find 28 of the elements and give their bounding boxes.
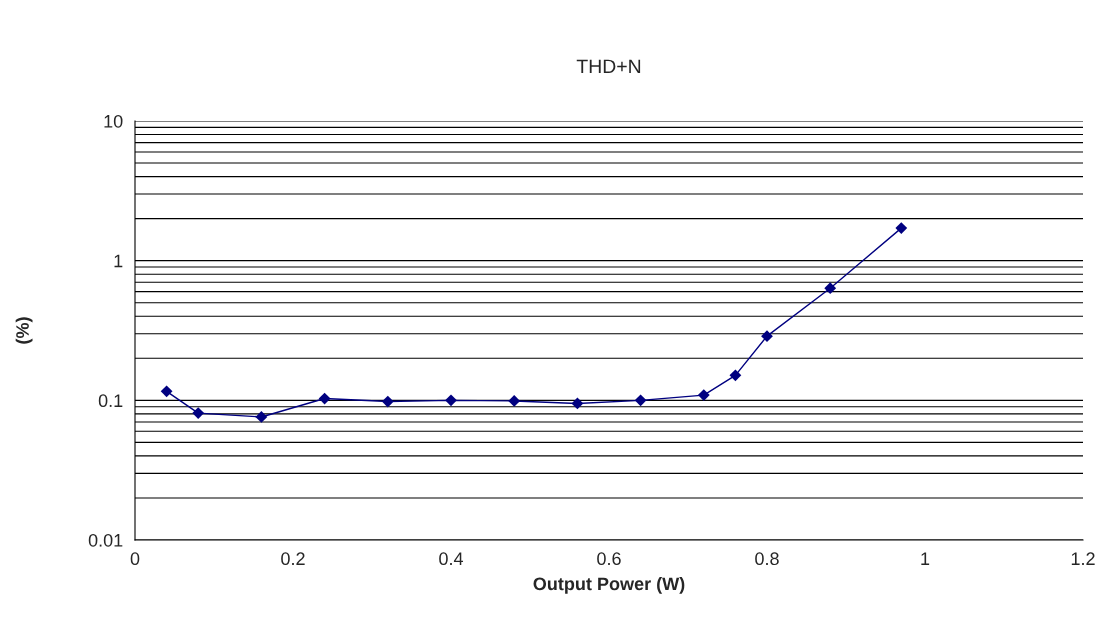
point — [318, 392, 331, 405]
point — [824, 282, 837, 295]
point — [160, 385, 173, 398]
chart-title: THD+N — [576, 59, 641, 74]
point — [381, 395, 394, 408]
point — [895, 222, 908, 235]
x-tick-label: 0.6 — [597, 552, 621, 566]
y-tick-label: 10 — [104, 114, 123, 128]
x-axis-title: Output Power (W) — [533, 576, 685, 594]
x-tick-label: 0 — [130, 552, 140, 566]
y-tick-label: 0.01 — [88, 533, 123, 547]
y-axis-title: (%) — [15, 317, 33, 344]
point — [571, 397, 584, 410]
x-tick-label: 0.4 — [439, 552, 464, 566]
x-tick-label: 1.2 — [1071, 552, 1095, 565]
point — [729, 369, 742, 382]
point — [697, 389, 710, 401]
point — [508, 395, 521, 407]
point — [255, 411, 268, 423]
point — [634, 394, 647, 407]
x-tick-label: 0.8 — [755, 552, 779, 566]
point — [192, 407, 205, 420]
y-tick-label: 1 — [114, 254, 123, 268]
y-tick-label: 0.1 — [98, 394, 123, 408]
point — [761, 330, 773, 343]
x-tick-label: 1 — [921, 552, 930, 565]
point — [445, 394, 457, 407]
x-tick-label: 0.2 — [281, 552, 305, 566]
